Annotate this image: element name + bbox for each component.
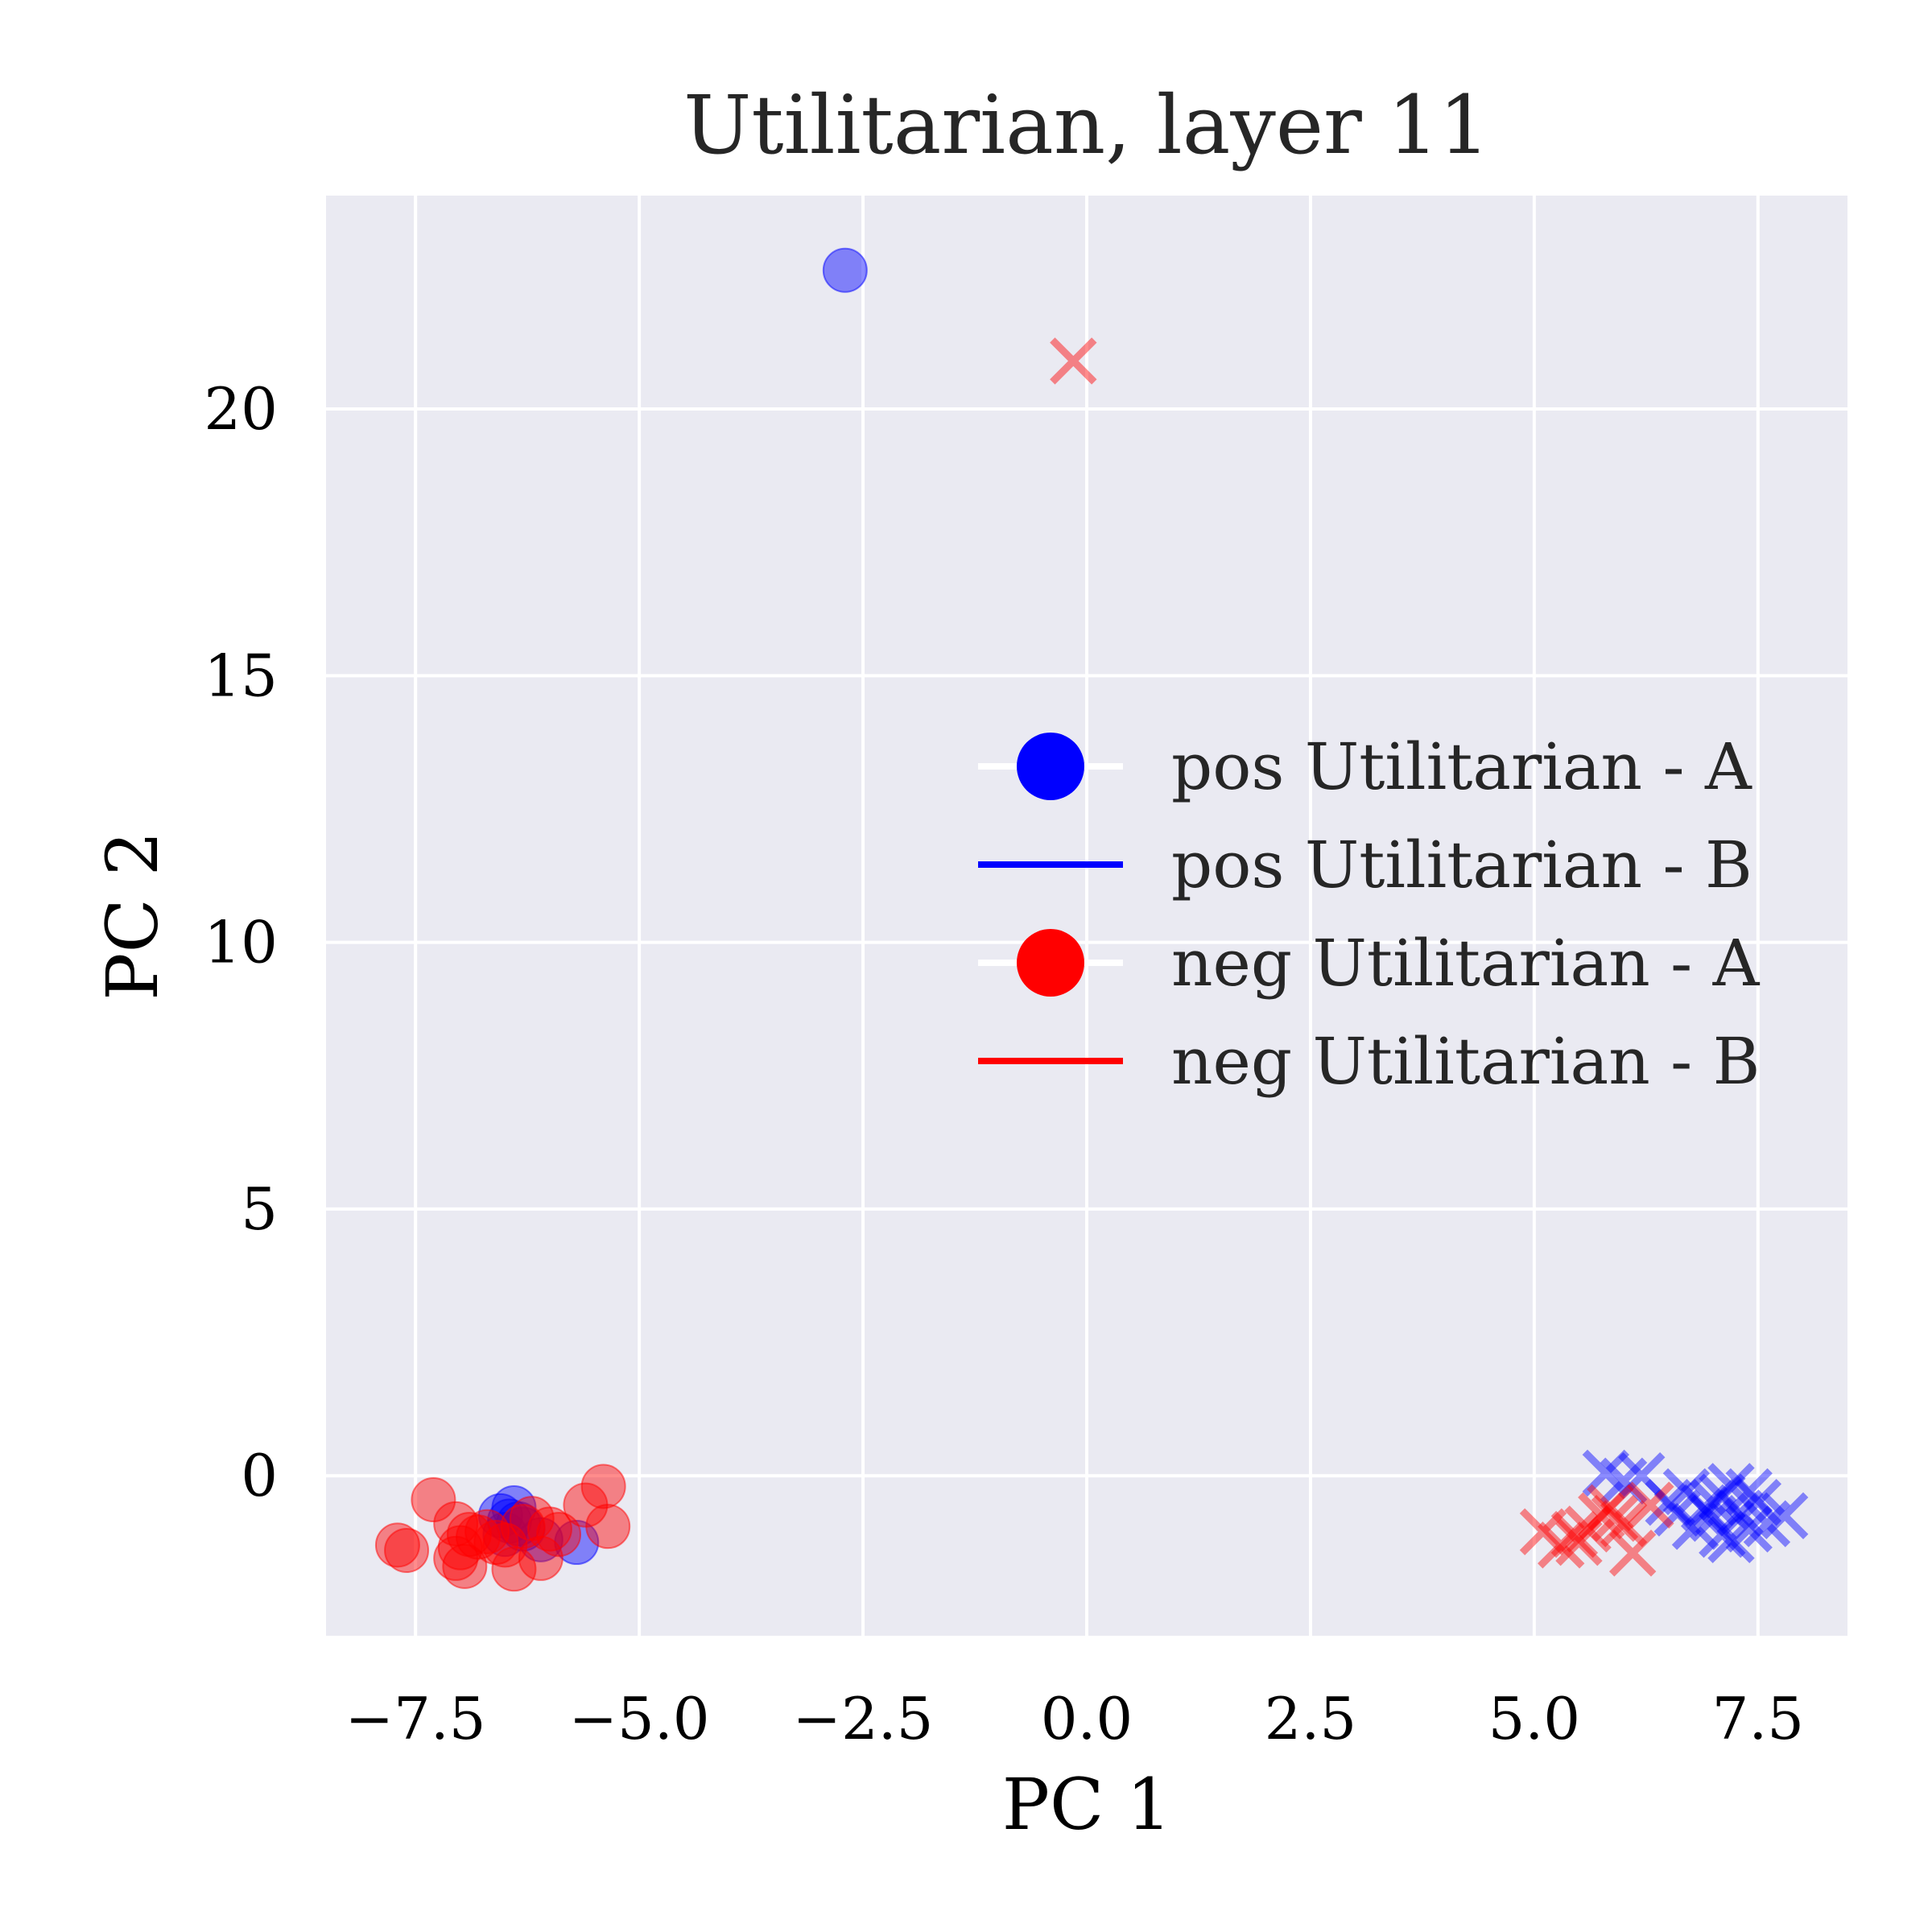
data-point (1734, 1479, 1782, 1526)
data-point (1716, 1489, 1764, 1537)
data-point (1699, 1510, 1746, 1558)
x-axis-label: PC 1 (1002, 1763, 1172, 1846)
data-point (526, 1506, 572, 1552)
data-point (1680, 1484, 1728, 1532)
data-point (1550, 1510, 1599, 1558)
legend-item: neg Utilitarian - B (978, 1024, 1760, 1099)
data-marks (374, 247, 1809, 1592)
grid-lines (326, 196, 1847, 1636)
tick-labels: −7.5 −5.0 −2.5 0.0 2.5 5.0 7.5 0 5 10 15 20 (204, 375, 1804, 1752)
chart-title: Utilitarian, layer 11 (683, 78, 1490, 172)
data-point (585, 1504, 631, 1550)
data-point (1578, 1492, 1625, 1540)
x-tick-label: −7.5 (345, 1685, 486, 1752)
data-point (1671, 1502, 1719, 1550)
x-tick-label: −2.5 (793, 1685, 934, 1752)
data-point (384, 1527, 430, 1573)
legend-label: neg Utilitarian - B (1171, 1024, 1760, 1099)
data-point (433, 1535, 479, 1581)
data-point (1627, 1481, 1674, 1529)
legend-label: pos Utilitarian - B (1171, 828, 1752, 902)
legend-marker (1017, 929, 1084, 997)
y-tick-label: 10 (204, 909, 278, 976)
legend-label: pos Utilitarian - A (1171, 729, 1752, 804)
legend-item: pos Utilitarian - B (978, 828, 1752, 902)
data-point (374, 1522, 420, 1568)
data-point (1743, 1500, 1791, 1548)
data-point (1608, 1530, 1657, 1577)
data-point (1591, 1495, 1639, 1542)
data-point (1699, 1473, 1746, 1521)
data-point (491, 1546, 537, 1592)
data-point (1519, 1508, 1567, 1555)
y-tick-label: 20 (204, 375, 278, 443)
x-tick-label: −5.0 (569, 1685, 710, 1752)
data-point (1761, 1492, 1809, 1540)
series-4 (1050, 337, 1674, 1577)
data-point (1707, 1463, 1755, 1510)
data-point (1725, 1468, 1773, 1516)
data-point (1645, 1479, 1692, 1526)
data-point (1538, 1521, 1585, 1569)
y-tick-label: 5 (241, 1175, 278, 1243)
x-tick-label: 7.5 (1712, 1685, 1805, 1752)
x-tick-label: 2.5 (1265, 1685, 1357, 1752)
y-axis-label: PC 2 (91, 831, 174, 1001)
data-point (1653, 1489, 1701, 1537)
data-point (1618, 1452, 1666, 1500)
data-point (1555, 1518, 1603, 1567)
y-tick-label: 15 (204, 642, 278, 709)
y-tick-label: 0 (241, 1442, 278, 1509)
data-point (1600, 1457, 1648, 1505)
data-point (1582, 1449, 1630, 1497)
x-tick-label: 5.0 (1488, 1685, 1581, 1752)
data-point (822, 247, 868, 293)
x-tick-label: 0.0 (1041, 1685, 1133, 1752)
series-2 (1582, 1449, 1809, 1563)
data-point (1564, 1505, 1612, 1553)
data-point (1662, 1468, 1711, 1516)
data-point (518, 1535, 564, 1581)
series-3 (374, 1463, 631, 1592)
data-point (1050, 337, 1097, 385)
data-point (1690, 1495, 1737, 1542)
data-point (1707, 1516, 1755, 1563)
legend-label: neg Utilitarian - A (1171, 926, 1761, 1001)
data-point (482, 1522, 528, 1568)
data-point (1725, 1505, 1773, 1553)
legend: pos Utilitarian - A pos Utilitarian - B ne… (978, 729, 1761, 1099)
legend-marker (1017, 733, 1084, 800)
data-point (536, 1512, 582, 1558)
data-point (1690, 1479, 1737, 1526)
legend-item: pos Utilitarian - A (978, 729, 1752, 804)
legend-item: neg Utilitarian - A (978, 926, 1761, 1001)
data-point (1600, 1500, 1648, 1548)
data-point (1587, 1484, 1634, 1532)
data-point (580, 1463, 626, 1509)
